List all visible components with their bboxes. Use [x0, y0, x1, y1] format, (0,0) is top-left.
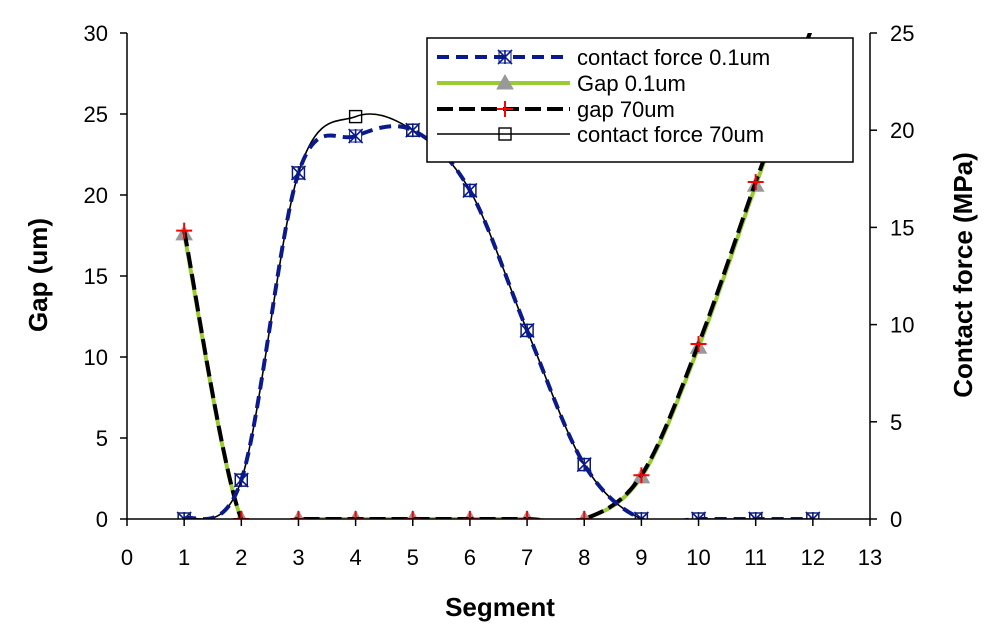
series-0-point-2	[233, 472, 249, 488]
series-2-point-9	[633, 467, 650, 484]
series-0-point-9	[633, 511, 649, 519]
y2-axis-title: Contact force (MPa)	[948, 152, 978, 398]
marker-stroke	[176, 511, 186, 519]
y2-tick-label: 5	[890, 410, 902, 435]
y-tick-label: 0	[96, 507, 108, 532]
x-tick-label: 13	[858, 545, 882, 570]
series-2-point-1	[176, 222, 193, 239]
marker-box	[498, 50, 512, 64]
series-2-point-5	[404, 511, 421, 519]
marker-box	[406, 123, 420, 137]
x-tick-label: 1	[178, 545, 190, 570]
series-2-point-2	[233, 511, 250, 519]
series-layer	[175, 33, 821, 519]
x-tick-label: 4	[349, 545, 361, 570]
x-tick-label: 2	[235, 545, 247, 570]
x-tick-label: 0	[121, 545, 133, 570]
x-tick-label: 11	[744, 545, 767, 570]
marker-stroke	[640, 511, 649, 519]
y-tick-label: 10	[84, 345, 108, 370]
y-tick-label: 25	[84, 102, 108, 127]
x-tick-label: 9	[635, 545, 647, 570]
series-0-point-5	[405, 122, 421, 138]
y-tick-label: 5	[96, 426, 108, 451]
series-0-point-10	[690, 511, 707, 519]
series-0-point-4	[348, 128, 364, 144]
x-tick-label: 12	[801, 545, 825, 570]
y2-tick-label: 25	[890, 21, 914, 46]
series-0-point-12	[805, 511, 821, 519]
y-tick-label: 30	[84, 21, 108, 46]
series-0-point-3	[290, 165, 307, 181]
marker-stroke	[754, 511, 764, 519]
legend-marker-1	[496, 73, 514, 90]
marker-box	[291, 166, 305, 180]
series-2-point-10	[690, 336, 707, 353]
series-0-point-1	[176, 511, 192, 519]
series-2-point-11	[747, 174, 764, 191]
x-tick-label: 7	[521, 545, 533, 570]
x-tick-label: 8	[578, 545, 590, 570]
series-0-point-11	[748, 511, 764, 519]
series-0-point-8	[576, 457, 592, 473]
series-2-point-6	[461, 511, 478, 519]
series-3-point-4	[348, 109, 363, 124]
series-line-2	[182, 33, 813, 519]
marker-square	[348, 109, 363, 124]
legend-label: Gap 0.1um	[577, 71, 686, 96]
marker-stroke	[690, 511, 700, 519]
marker-box	[520, 323, 534, 337]
marker-box	[806, 512, 820, 519]
x-tick-label: 6	[464, 545, 476, 570]
marker-stroke	[697, 511, 707, 519]
x-tick-label: 10	[686, 545, 710, 570]
y-tick-label: 15	[84, 264, 108, 289]
series-line-3	[183, 113, 813, 519]
marker-box	[463, 183, 477, 197]
y2-tick-label: 15	[890, 215, 914, 240]
x-tick-label: 5	[407, 545, 419, 570]
x-tick-label: 3	[292, 545, 304, 570]
marker-stroke	[183, 511, 192, 519]
marker-box	[177, 512, 191, 519]
legend-marker-0	[497, 49, 513, 65]
series-2-point-4	[347, 511, 364, 519]
series-0-point-7	[519, 322, 535, 338]
marker-stroke	[805, 511, 814, 519]
marker-square	[498, 127, 512, 141]
marker-triangle	[496, 73, 514, 90]
series-2-point-3	[290, 511, 307, 519]
marker-stroke	[748, 511, 757, 519]
y-tick-label: 20	[84, 183, 108, 208]
legend-label: contact force 70um	[577, 122, 764, 147]
marker-stroke	[811, 511, 821, 519]
y2-tick-label: 20	[890, 118, 914, 143]
y-axis-title: Gap (um)	[23, 218, 53, 332]
x-axis-title: Segment	[445, 592, 555, 622]
marker-box	[634, 512, 648, 519]
legend-label: contact force 0.1um	[577, 45, 770, 70]
y2-tick-label: 0	[890, 507, 902, 532]
marker-box	[749, 512, 763, 519]
legend-marker-2	[497, 101, 513, 117]
y2-tick-label: 10	[890, 313, 914, 338]
marker-box	[577, 458, 591, 472]
marker-box	[234, 473, 248, 487]
series-2-point-7	[519, 511, 536, 519]
marker-stroke	[633, 511, 643, 519]
legend-label: gap 70um	[577, 97, 675, 122]
series-2-point-8	[576, 511, 593, 519]
series-0-point-6	[462, 182, 478, 199]
legend-marker-3	[498, 127, 512, 141]
marker-box	[692, 512, 706, 519]
marker-box	[349, 129, 363, 143]
